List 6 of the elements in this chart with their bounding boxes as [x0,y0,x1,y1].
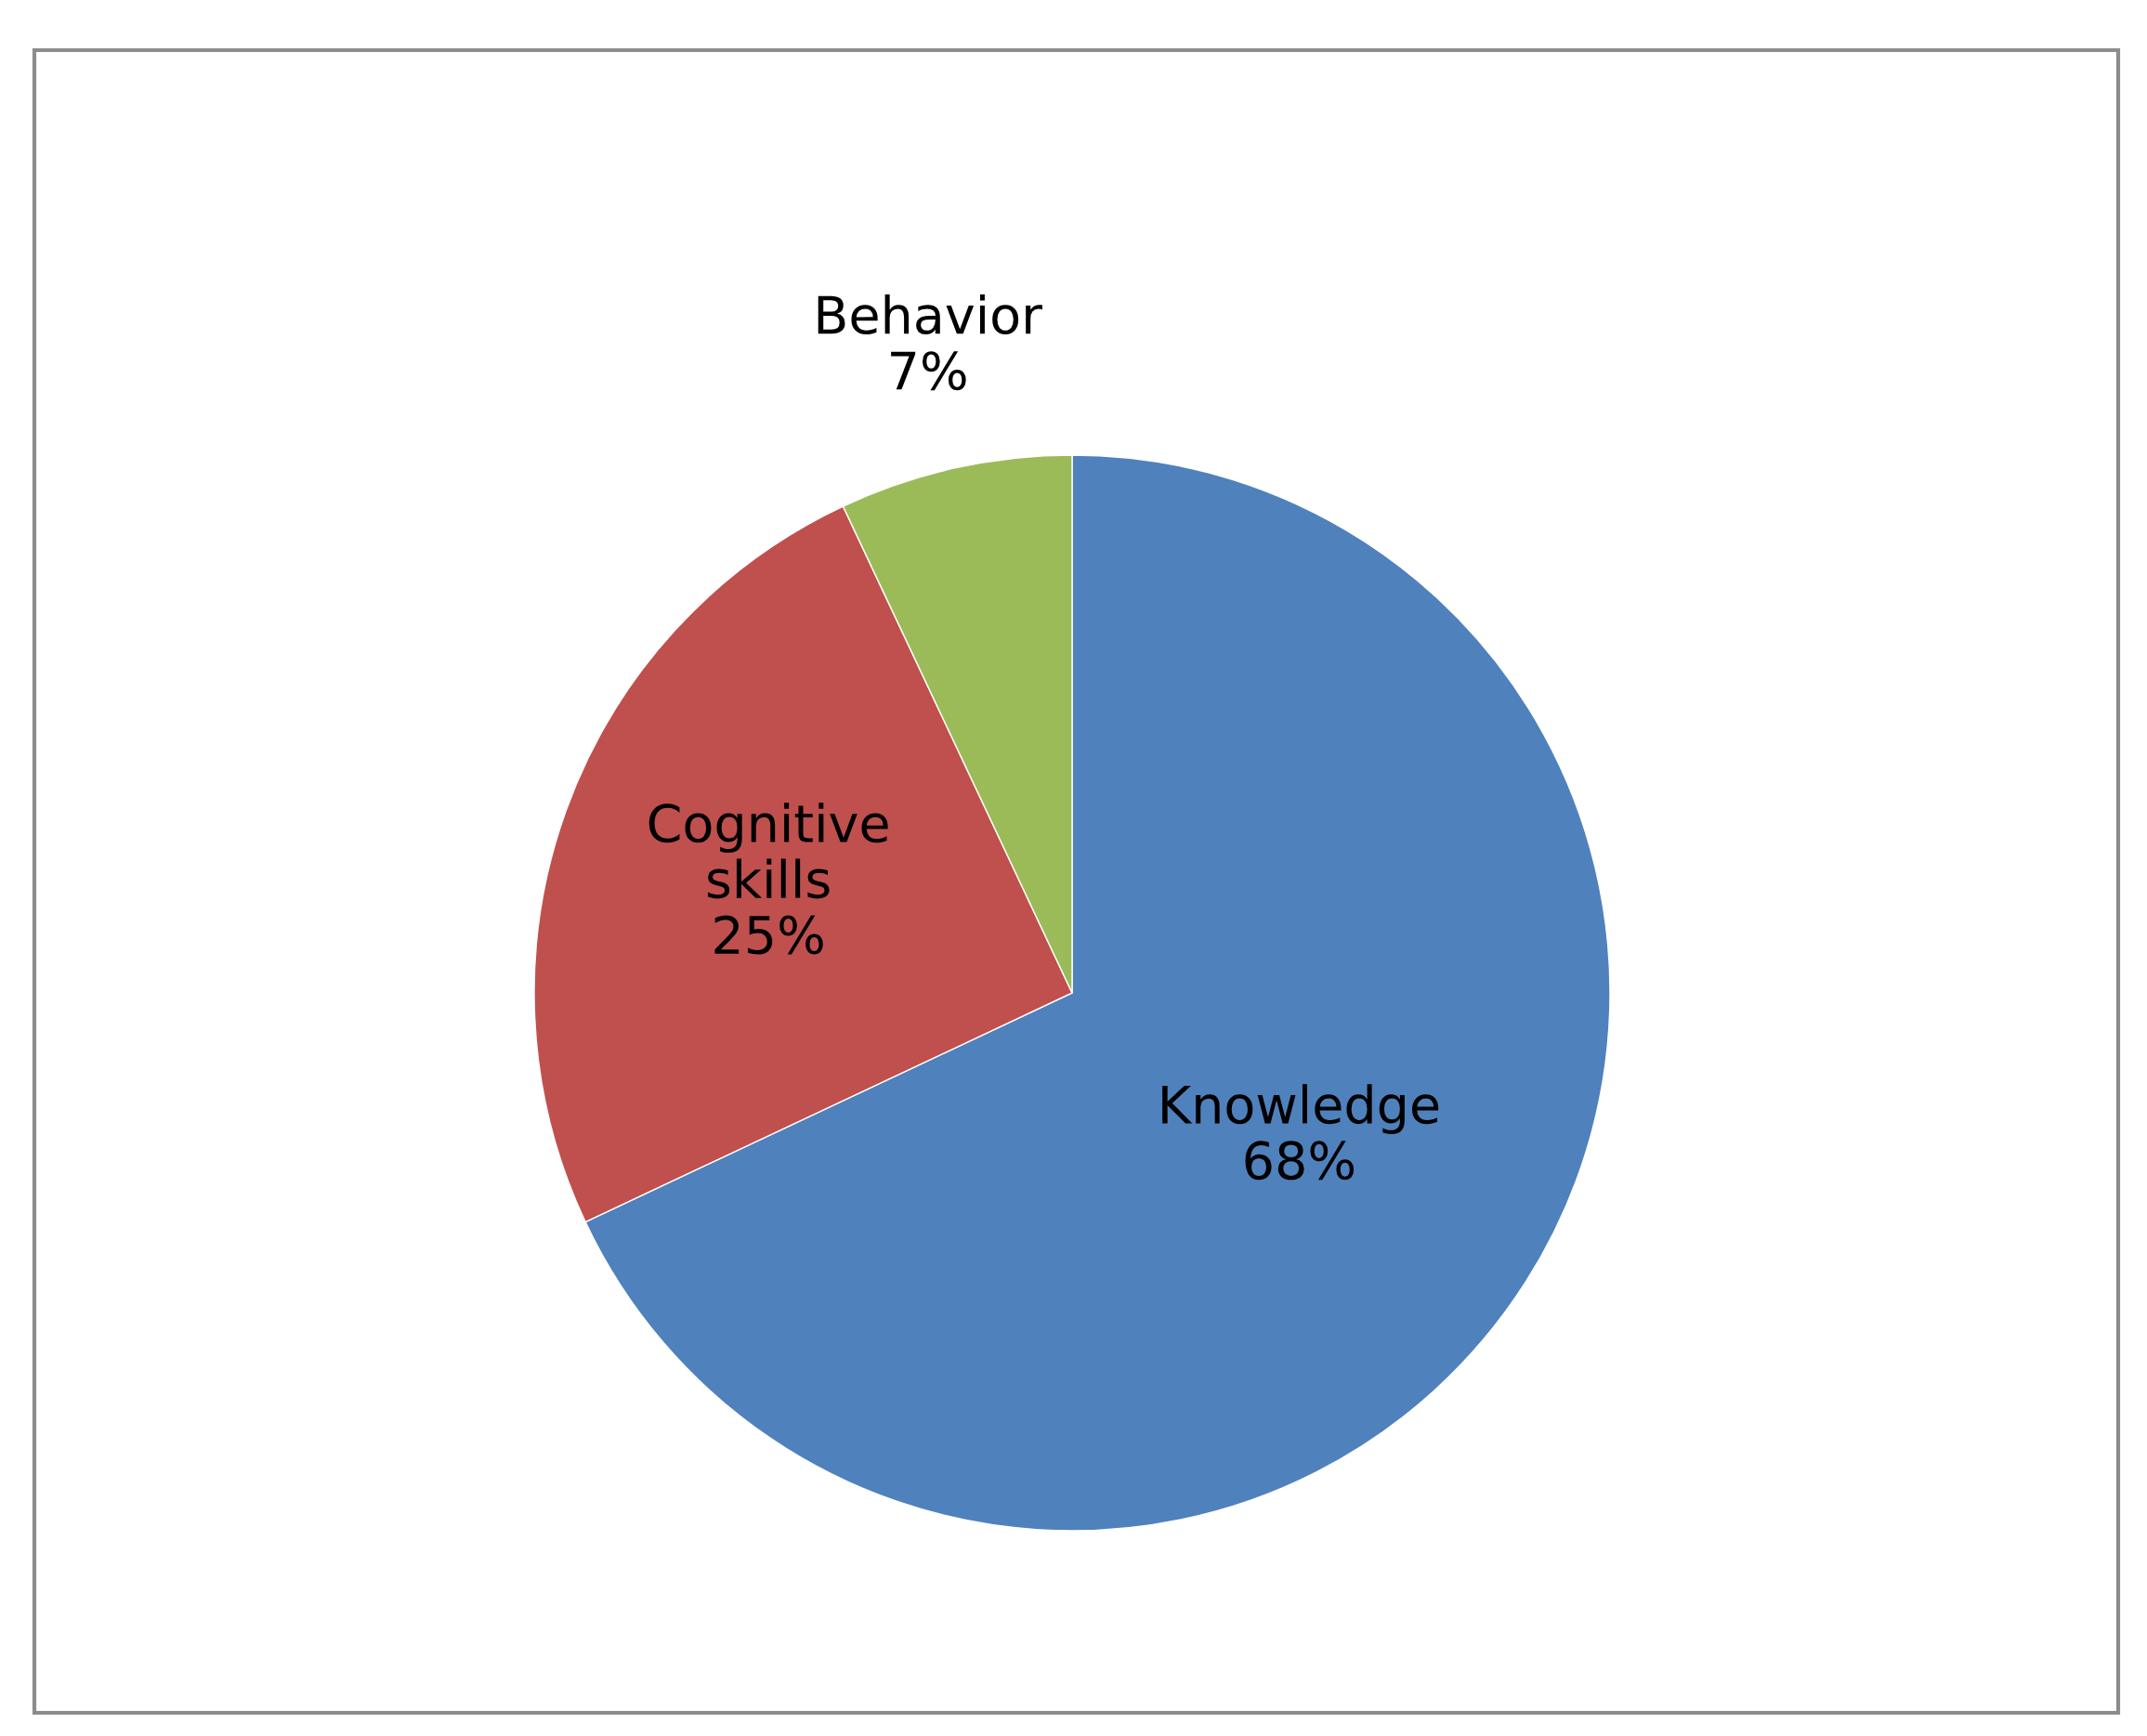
slice-label: Cognitive skills [648,803,888,899]
slice-label: Knowledge [1162,1084,1439,1134]
data-label: 25% [714,915,823,955]
data-label: 7% [891,351,966,391]
slice-label: Behavior [818,294,1042,335]
data-label: 68% [1245,1141,1355,1181]
